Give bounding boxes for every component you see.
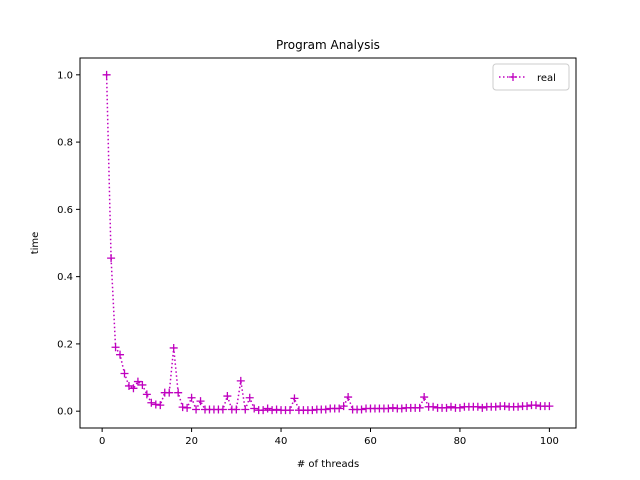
data-point-marker xyxy=(357,405,366,414)
x-tick-label: 20 xyxy=(185,436,198,447)
data-point-marker xyxy=(545,402,554,411)
data-point-marker xyxy=(120,369,129,378)
data-point-marker xyxy=(335,404,344,413)
data-point-marker xyxy=(473,402,482,411)
plot-frame xyxy=(79,57,577,429)
data-point-marker xyxy=(133,377,142,386)
data-point-marker xyxy=(429,402,438,411)
legend-box xyxy=(492,63,570,91)
data-point-marker xyxy=(174,388,183,397)
x-tick-label: 80 xyxy=(454,436,467,447)
data-point-marker xyxy=(263,404,272,413)
data-point-marker xyxy=(236,376,245,385)
data-point-marker xyxy=(388,403,397,412)
plot-area xyxy=(80,58,576,428)
data-point-marker xyxy=(344,393,353,402)
data-point-marker xyxy=(102,70,111,79)
data-point-marker xyxy=(232,405,241,414)
data-point-marker xyxy=(151,400,160,409)
data-point-marker xyxy=(420,393,429,402)
data-point-marker xyxy=(178,403,187,412)
legend-marker-plus xyxy=(509,73,517,81)
data-point-marker xyxy=(124,381,133,390)
data-point-marker xyxy=(491,402,500,411)
data-point-marker xyxy=(500,402,509,411)
legend-label: real xyxy=(537,73,556,84)
data-point-marker xyxy=(147,398,156,407)
data-point-marker xyxy=(321,405,330,414)
data-point-marker xyxy=(446,402,455,411)
data-point-marker xyxy=(156,401,165,410)
x-tick-label: 60 xyxy=(364,436,377,447)
x-tick-label: 100 xyxy=(540,436,559,447)
y-tick-label: 0.0 xyxy=(57,407,73,418)
data-point-marker xyxy=(415,403,424,412)
data-point-marker xyxy=(218,405,227,414)
data-point-marker xyxy=(397,404,406,413)
x-axis-ticks: 0 20 40 60 80 100 xyxy=(99,428,559,447)
data-point-marker xyxy=(384,404,393,413)
data-point-marker xyxy=(192,405,201,414)
data-point-marker xyxy=(523,402,532,411)
data-point-marker xyxy=(111,343,120,352)
data-point-marker xyxy=(442,403,451,412)
data-point-marker xyxy=(107,254,116,263)
y-tick-label: 0.6 xyxy=(57,205,73,216)
y-tick-label: 0.8 xyxy=(57,138,73,149)
data-point-marker xyxy=(142,390,151,399)
data-point-marker xyxy=(116,350,125,359)
data-point-marker xyxy=(272,405,281,414)
data-point-marker xyxy=(268,406,277,415)
data-point-marker xyxy=(285,406,294,415)
y-tick-label: 0.2 xyxy=(57,339,73,350)
data-point-marker xyxy=(223,392,232,401)
x-axis-label: # of threads xyxy=(297,459,359,470)
y-tick-label: 1.0 xyxy=(57,70,73,81)
data-point-marker xyxy=(514,402,523,411)
data-point-marker xyxy=(259,406,268,415)
data-point-marker xyxy=(531,401,540,410)
x-tick-label: 0 xyxy=(99,436,105,447)
y-axis-label: time xyxy=(30,232,41,255)
chart-title: Program Analysis xyxy=(276,38,380,52)
data-point-marker xyxy=(196,397,205,406)
data-point-marker xyxy=(241,405,250,414)
data-point-marker xyxy=(455,403,464,412)
y-axis-ticks: 0.0 0.2 0.4 0.6 0.8 1.0 xyxy=(57,70,80,418)
data-point-marker xyxy=(250,404,259,413)
legend: real xyxy=(492,63,570,91)
data-point-marker xyxy=(183,403,192,412)
data-point-marker xyxy=(169,343,178,352)
data-point-marker xyxy=(339,402,348,411)
data-point-marker xyxy=(187,393,196,402)
data-point-marker xyxy=(308,406,317,415)
data-point-marker xyxy=(129,384,138,393)
data-point-marker xyxy=(478,403,487,412)
data-point-marker xyxy=(290,394,299,403)
data-point-marker xyxy=(138,380,147,389)
series-layer xyxy=(102,70,554,415)
data-point-marker xyxy=(245,393,254,402)
x-tick-label: 40 xyxy=(275,436,288,447)
y-tick-label: 0.4 xyxy=(57,272,73,283)
data-point-marker xyxy=(165,388,174,397)
